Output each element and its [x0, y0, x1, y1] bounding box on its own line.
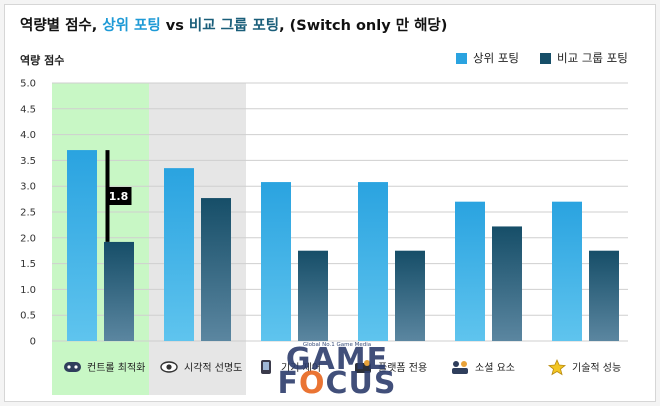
y-tick-label: 4.5	[20, 104, 36, 115]
x-tick-label: 플랫폼 전용	[378, 362, 427, 374]
star-icon	[547, 359, 567, 376]
x-tick-label: 컨트롤 최적화	[87, 362, 145, 374]
annotation-badge	[105, 187, 132, 206]
gamepad-icon	[64, 362, 81, 372]
title-vs: vs	[160, 18, 189, 34]
title-compare-porting: 비교 그룹 포팅	[188, 18, 280, 34]
y-tick-label: 1.5	[20, 259, 36, 270]
y-tick-label: 0	[30, 337, 36, 348]
platform-icon	[355, 360, 371, 373]
chart-title: 역량별 점수, 상위 포팅 vs 비교 그룹 포팅, (Switch only …	[20, 14, 447, 35]
legend-item-top: 상위 포팅	[456, 50, 519, 66]
y-tick-label: 1.0	[20, 285, 36, 296]
y-tick-label: 2.0	[20, 233, 36, 244]
bar-top-porting	[455, 201, 485, 341]
legend-label-compare: 비교 그룹 포팅	[557, 51, 628, 65]
y-axis-label: 역량 점수	[20, 54, 65, 67]
x-tick-label: 시각적 선명도	[184, 362, 242, 374]
y-tick-label: 4.0	[20, 130, 36, 141]
bar-top-porting	[67, 150, 97, 341]
bar-top-porting	[358, 182, 388, 341]
y-tick-label: 0.5	[20, 311, 36, 322]
x-tick-label: 소셜 요소	[475, 362, 515, 374]
bar-compare-porting	[492, 226, 522, 341]
eye-icon	[160, 361, 178, 373]
device-icon	[261, 360, 271, 374]
bar-compare-porting	[201, 198, 231, 341]
title-suffix: , (Switch only 만 해당)	[279, 18, 448, 34]
bar-compare-porting	[589, 250, 619, 341]
x-tick-label: 기술적 성능	[572, 362, 621, 374]
x-tick-label: 기기 제어	[281, 362, 321, 374]
y-tick-label: 3.5	[20, 156, 36, 167]
legend-swatch-compare	[540, 52, 551, 64]
highlight-band-0	[52, 83, 149, 395]
title-top-porting: 상위 포팅	[102, 18, 161, 34]
bar-top-porting	[164, 168, 194, 341]
highlight-band-1	[149, 83, 246, 395]
title-prefix: 역량별 점수,	[20, 18, 103, 34]
social-icon	[452, 361, 468, 374]
bar-compare-porting	[395, 250, 425, 341]
legend-item-compare: 비교 그룹 포팅	[540, 50, 628, 66]
y-tick-label: 2.5	[20, 208, 36, 219]
bar-compare-porting	[298, 250, 328, 341]
legend-swatch-top	[456, 52, 467, 64]
annotation-label: 1.8	[109, 190, 129, 203]
y-tick-label: 5.0	[20, 79, 36, 90]
legend-label-top: 상위 포팅	[473, 51, 519, 65]
bar-top-porting	[261, 182, 291, 341]
bar-top-porting	[552, 201, 582, 341]
y-tick-label: 3.0	[20, 182, 36, 193]
bar-compare-porting	[104, 241, 134, 341]
